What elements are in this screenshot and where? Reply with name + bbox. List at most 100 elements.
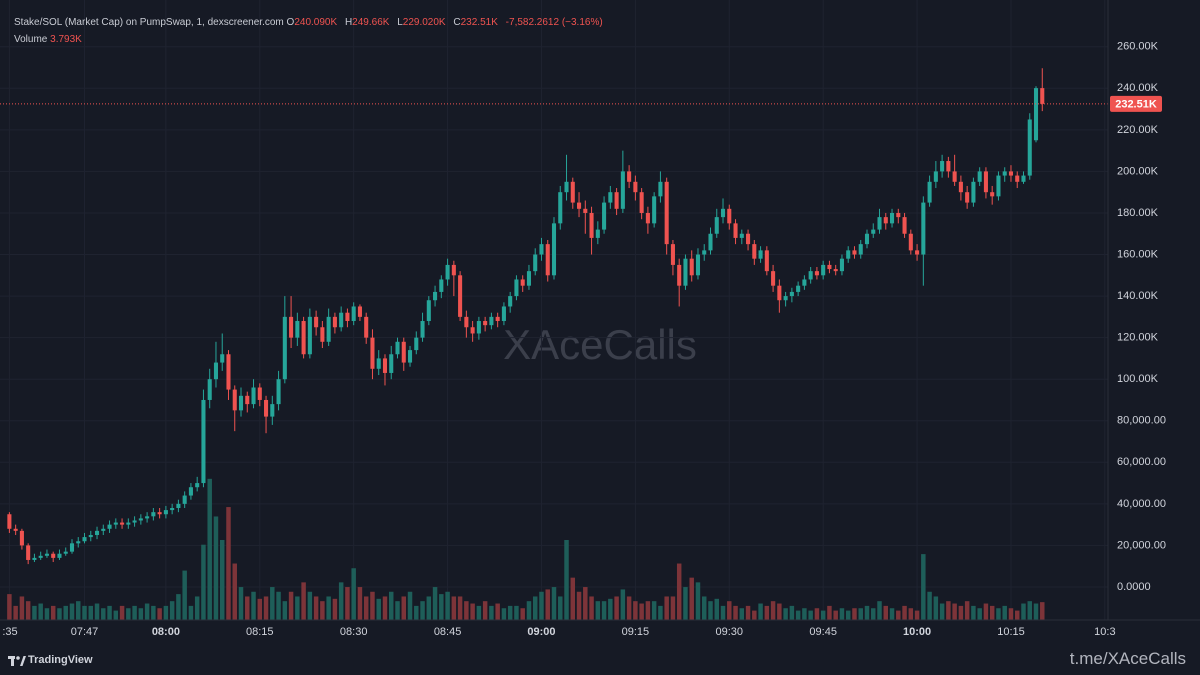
candle-body xyxy=(927,181,932,203)
candle-body xyxy=(520,279,525,286)
volume-bar xyxy=(245,596,250,620)
candle-body xyxy=(739,233,744,238)
volume-bar xyxy=(871,608,876,620)
volume-bar xyxy=(226,507,231,620)
volume-bar xyxy=(464,601,469,620)
volume-bar xyxy=(169,601,175,620)
volume-bar xyxy=(820,610,826,620)
volume-bar xyxy=(651,601,657,620)
candle-body xyxy=(69,543,75,552)
ohlc-row: Stake/SOL (Market Cap) on PumpSwap, 1, d… xyxy=(14,14,608,31)
candle-body xyxy=(670,244,675,265)
candle-body xyxy=(289,316,294,338)
candle-body xyxy=(257,387,262,400)
volume-bar xyxy=(107,605,112,620)
volume-bar xyxy=(927,591,932,620)
candle-body xyxy=(545,244,550,276)
volume-bar xyxy=(119,605,125,620)
candle-body xyxy=(213,362,219,380)
candle-body xyxy=(896,212,901,218)
candle-body xyxy=(295,321,300,338)
volume-bar xyxy=(833,610,838,620)
candle-body xyxy=(470,327,475,334)
volume-bar xyxy=(645,601,651,620)
volume-bar xyxy=(845,610,851,620)
y-tick-label: 20,000.00 xyxy=(1117,539,1166,551)
candle-body xyxy=(526,271,531,286)
volume-bar xyxy=(551,587,557,620)
candle-body xyxy=(564,181,569,193)
candle-body xyxy=(514,279,519,297)
candle-body xyxy=(113,522,118,525)
volume-bar xyxy=(238,587,244,620)
chart: XAceCalls 0.0000 20,000.00 40,000.00 60,000… xyxy=(0,0,1200,638)
volume-bar xyxy=(38,603,43,620)
volume-bar xyxy=(1014,610,1020,620)
volume-bar xyxy=(82,605,87,620)
volume-bar xyxy=(76,601,81,620)
volume-bar xyxy=(532,596,538,620)
volume-row: Volume 3.793K xyxy=(14,31,608,48)
volume-bar xyxy=(345,587,350,620)
candle-body xyxy=(301,321,306,355)
candle-body xyxy=(864,233,870,245)
candle-body xyxy=(589,212,594,238)
candle-body xyxy=(714,217,719,234)
volume-bar xyxy=(288,591,294,620)
candle-body xyxy=(245,395,250,405)
candle-body xyxy=(182,495,187,504)
volume-bar xyxy=(996,608,1001,620)
candle-body xyxy=(345,312,350,322)
candle-body xyxy=(489,316,494,326)
candle-body xyxy=(689,258,694,276)
volume-bar xyxy=(363,596,369,620)
candle-body xyxy=(201,399,206,484)
volume-bar xyxy=(232,563,237,620)
candle-body xyxy=(464,316,469,328)
symbol: Stake/SOL (Market Cap) on PumpSwap, 1, d… xyxy=(14,17,284,28)
volume-bar xyxy=(382,596,388,620)
volume-bar xyxy=(338,582,344,620)
volume-bar xyxy=(132,605,137,620)
candle-body xyxy=(827,264,832,270)
volume-bar xyxy=(201,544,206,620)
volume-bar xyxy=(526,601,532,620)
x-tick-label: 10:3 xyxy=(1094,626,1115,638)
candle-body xyxy=(32,557,37,560)
volume-bar xyxy=(858,608,863,620)
volume-bar xyxy=(964,601,970,620)
volume-bar xyxy=(589,596,594,620)
candle-body xyxy=(877,217,882,230)
volume-bar xyxy=(489,605,494,620)
candle-body xyxy=(170,508,175,511)
x-tick-label: 08:00 xyxy=(152,626,180,638)
candle-body xyxy=(163,510,168,515)
y-tick-label: 60,000.00 xyxy=(1117,456,1166,468)
volume-bar xyxy=(608,598,613,620)
volume-bar xyxy=(157,608,162,620)
volume-bar xyxy=(182,570,187,620)
volume-bar xyxy=(933,596,939,620)
volume-bar xyxy=(151,605,156,620)
candle-body xyxy=(426,300,431,322)
volume-bar xyxy=(745,605,751,620)
close-value: 232.51K xyxy=(460,17,498,28)
candle-body xyxy=(1021,175,1026,182)
volume-bar xyxy=(583,587,588,620)
volume-bar xyxy=(307,591,313,620)
candle-body xyxy=(483,321,488,326)
volume-bar xyxy=(138,608,144,620)
volume-bar xyxy=(658,605,663,620)
volume-bar xyxy=(576,591,582,620)
candle-body xyxy=(26,545,31,560)
candle-body xyxy=(357,306,362,317)
x-tick-label: :35 xyxy=(2,626,17,638)
volume-bar xyxy=(620,589,626,620)
last-price-label: 232.51K xyxy=(1115,98,1157,110)
volume-bar xyxy=(595,601,601,620)
candle-body xyxy=(232,389,237,411)
y-tick-label: 120.00K xyxy=(1117,332,1159,344)
volume-bar xyxy=(908,608,914,620)
volume-bar xyxy=(19,596,25,620)
candle-body xyxy=(476,321,481,334)
